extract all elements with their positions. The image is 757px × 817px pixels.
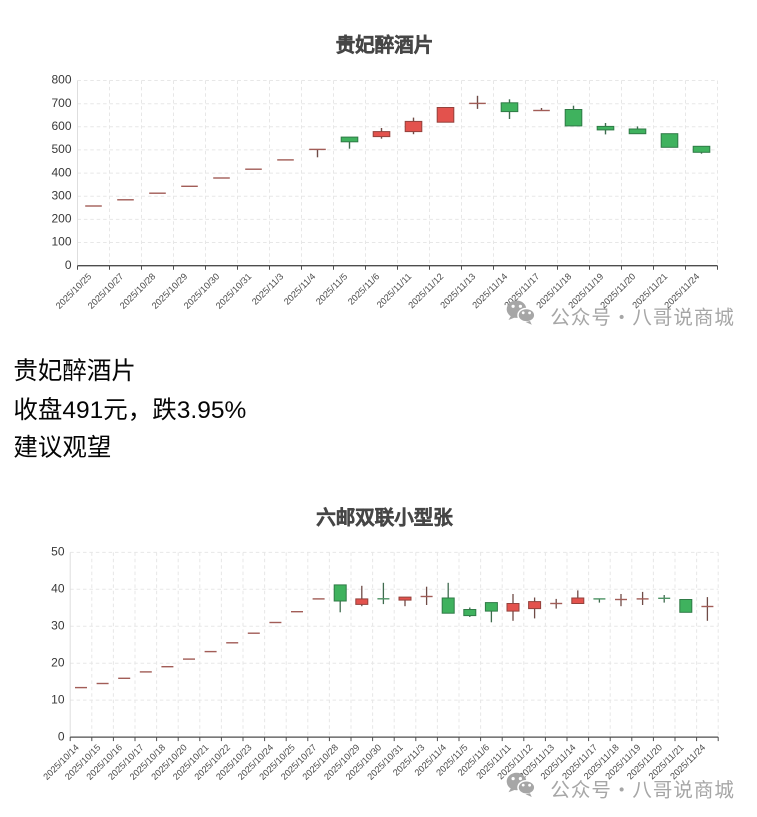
svg-text:200: 200 [51, 212, 71, 226]
svg-text:公众号・八哥说商城: 公众号・八哥说商城 [550, 780, 735, 802]
svg-text:六邮双联小型张: 六邮双联小型张 [316, 506, 453, 529]
svg-text:10: 10 [51, 692, 65, 706]
svg-text:收盘491元，跌3.95%: 收盘491元，跌3.95% [13, 396, 246, 424]
svg-text:建议观望: 建议观望 [13, 434, 111, 462]
svg-text:0: 0 [58, 729, 65, 743]
svg-text:贵妃醉酒片: 贵妃醉酒片 [336, 33, 434, 56]
svg-text:0: 0 [65, 258, 72, 272]
svg-text:50: 50 [51, 545, 65, 559]
svg-text:800: 800 [51, 73, 71, 87]
svg-text:公众号・八哥说商城: 公众号・八哥说商城 [550, 307, 735, 329]
svg-text:700: 700 [51, 96, 71, 110]
svg-text:300: 300 [51, 188, 71, 202]
svg-text:30: 30 [51, 619, 65, 633]
svg-text:贵妃醉酒片: 贵妃醉酒片 [13, 357, 135, 385]
svg-text:100: 100 [51, 235, 71, 249]
svg-text:400: 400 [51, 165, 71, 179]
svg-text:500: 500 [51, 142, 71, 156]
svg-text:40: 40 [51, 582, 65, 596]
svg-text:600: 600 [51, 119, 71, 133]
svg-text:20: 20 [51, 655, 65, 669]
